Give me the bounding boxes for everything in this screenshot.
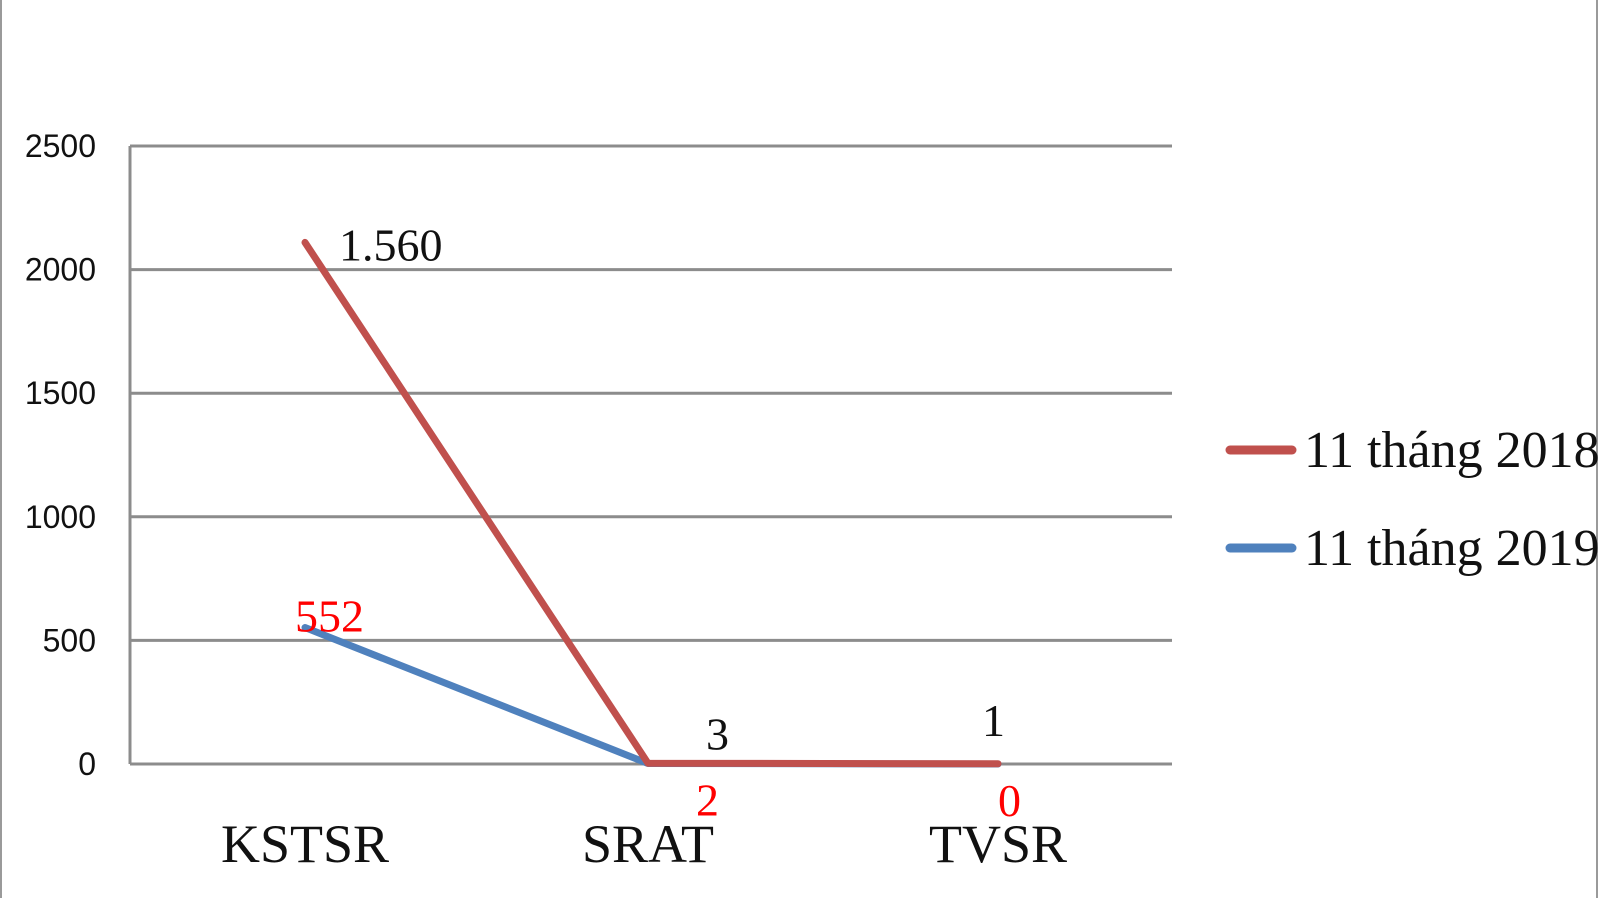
data-label: 1 [982,695,1005,746]
series-line [301,238,1002,768]
series-line [301,624,1002,768]
legend: 11 tháng 2018 11 tháng 2019 [1225,422,1600,577]
data-labels: 1.560 3 1 552 2 0 [295,219,1021,826]
data-label: 1.560 [339,219,443,270]
data-label: 552 [295,591,364,642]
y-tick-label: 1500 [25,375,96,411]
y-tick-label: 0 [78,746,96,782]
x-axis: KSTSR SRAT TVSR [221,814,1067,874]
x-tick-label: KSTSR [221,814,389,874]
data-label: 2 [696,775,719,826]
legend-label: 11 tháng 2018 [1304,422,1600,479]
y-axis: 0 500 1000 1500 2000 2500 [25,128,132,782]
y-tick-label: 2500 [25,128,96,164]
y-tick-label: 1000 [25,499,96,535]
legend-label: 11 tháng 2019 [1304,520,1600,577]
x-tick-label: SRAT [582,814,714,874]
y-tick-label: 2000 [25,252,96,288]
series-lines [301,238,1002,768]
x-tick-label: TVSR [929,814,1067,874]
y-tick-label: 500 [43,622,96,658]
data-label: 3 [706,708,729,759]
data-label: 0 [998,775,1021,826]
gridlines [130,144,1172,766]
